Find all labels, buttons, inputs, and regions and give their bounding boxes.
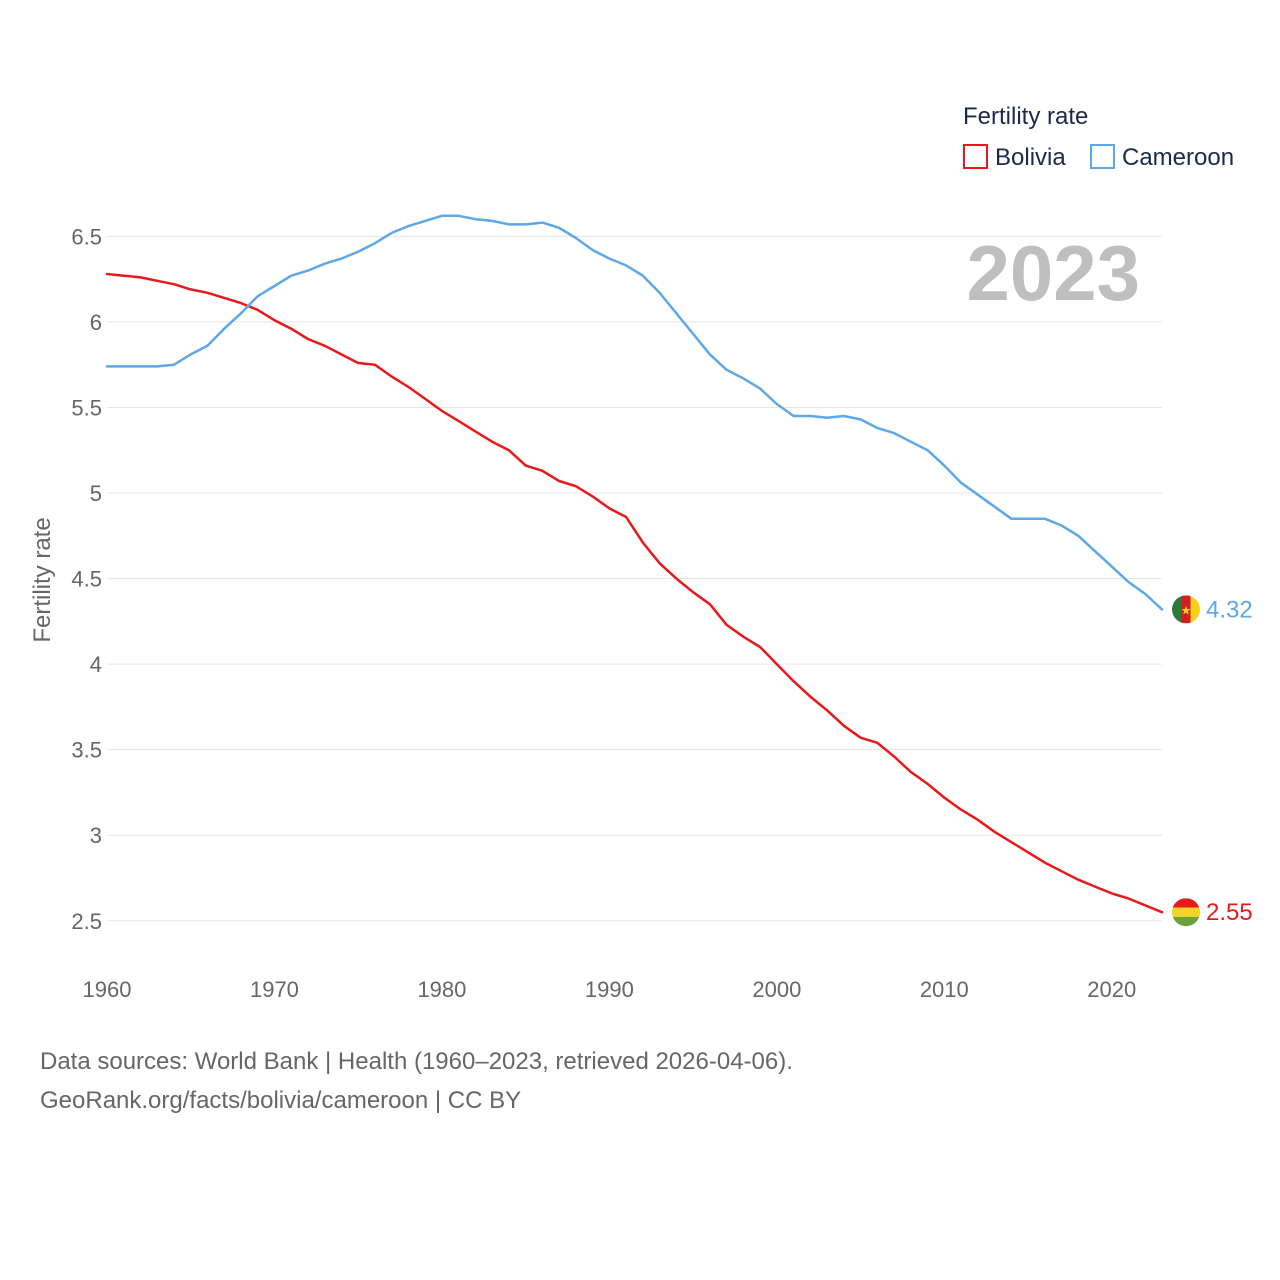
y-axis-title: Fertility rate — [29, 517, 56, 642]
legend-label-cameroon[interactable]: Cameroon — [1122, 144, 1234, 171]
x-tick-label: 1980 — [417, 977, 466, 1002]
x-tick-label: 2020 — [1087, 977, 1136, 1002]
series-line-cameroon — [105, 214, 1164, 611]
legend-swatch-bolivia[interactable] — [963, 144, 988, 169]
legend-label-bolivia[interactable]: Bolivia — [995, 144, 1066, 171]
legend-swatch-cameroon[interactable] — [1090, 144, 1115, 169]
source-line-2: GeoRank.org/facts/bolivia/cameroon | CC … — [40, 1087, 522, 1114]
end-label-cameroon: 4.32 — [1206, 596, 1253, 623]
source-line-1: Data sources: World Bank | Health (1960–… — [40, 1048, 793, 1075]
y-tick-labels: 2.5 3 3.5 4 4.5 5 5.5 6 6.5 — [71, 224, 102, 933]
series-line-bolivia — [105, 272, 1164, 914]
x-tick-labels: 1960 1970 1980 1990 2000 2010 2020 — [83, 977, 1137, 1002]
year-label: 2023 — [966, 229, 1140, 317]
y-tick-label: 2.5 — [71, 909, 102, 934]
y-tick-label: 5.5 — [71, 395, 102, 420]
cameroon-flag-icon: ★ — [1172, 595, 1200, 624]
y-tick-label: 6 — [90, 310, 102, 335]
y-tick-label: 3.5 — [71, 738, 102, 763]
x-tick-label: 2010 — [920, 977, 969, 1002]
legend: Fertility rate Bolivia Cameroon — [963, 103, 1234, 171]
x-tick-label: 1990 — [585, 977, 634, 1002]
y-tick-label: 4 — [90, 652, 102, 677]
y-tick-label: 5 — [90, 481, 102, 506]
x-tick-label: 1960 — [83, 977, 132, 1002]
series-lines — [105, 214, 1164, 914]
x-tick-label: 2000 — [752, 977, 801, 1002]
x-tick-label: 1970 — [250, 977, 299, 1002]
y-tick-label: 3 — [90, 823, 102, 848]
y-tick-label: 6.5 — [71, 224, 102, 249]
y-tick-label: 4.5 — [71, 567, 102, 592]
grid-lines — [107, 235, 1162, 922]
bolivia-flag-icon — [1172, 898, 1200, 927]
end-label-bolivia: 2.55 — [1206, 899, 1253, 926]
svg-text:★: ★ — [1181, 603, 1192, 617]
source-note: Data sources: World Bank | Health (1960–… — [40, 1042, 793, 1120]
legend-title: Fertility rate — [963, 103, 1088, 130]
